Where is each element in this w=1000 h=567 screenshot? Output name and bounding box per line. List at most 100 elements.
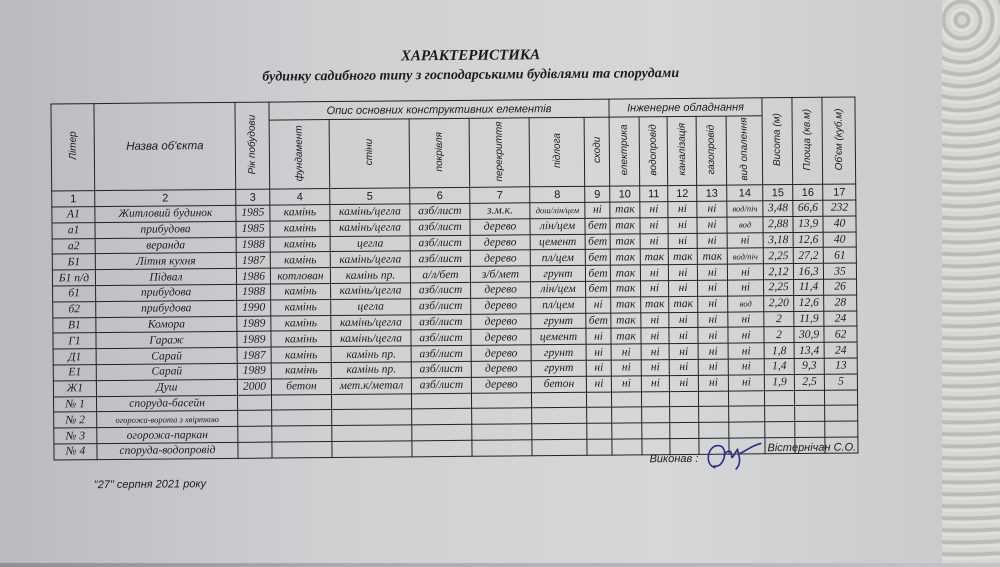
- cell-sewage: ні: [668, 311, 698, 328]
- cell-roof: азб/лист: [409, 203, 470, 220]
- cell-walls: цегла: [330, 235, 411, 252]
- cell-heating: ні: [727, 327, 765, 344]
- cell-floor: дош/лін/цем: [529, 202, 585, 219]
- header-liter: Літер: [50, 103, 95, 191]
- cell-year: 2000: [237, 378, 272, 395]
- header-height: Висота (м): [761, 97, 793, 185]
- cell-foundation: камінь: [270, 251, 331, 269]
- column-number: 17: [822, 183, 856, 201]
- cell-roof: азб/лист: [410, 234, 471, 252]
- cell-electricity: так: [610, 265, 641, 282]
- cell-ceiling: дерево: [470, 281, 531, 299]
- column-number: 9: [584, 186, 610, 203]
- cell-gas: ні: [696, 201, 727, 218]
- cell-heating: ні: [727, 311, 765, 328]
- cell-sewage: ні: [667, 217, 698, 234]
- cell-sewage: [669, 390, 699, 407]
- cell-volume: 24: [823, 310, 857, 327]
- cell-electricity: [611, 438, 643, 455]
- cell-heating: ні: [728, 374, 765, 391]
- header-ceiling: перекриття: [469, 117, 530, 188]
- cell-liter: а1: [51, 222, 96, 239]
- cell-name: веранда: [95, 236, 237, 254]
- header-roof: покрівля: [409, 118, 470, 188]
- cell-stairs: бет: [584, 217, 611, 234]
- cell-height: [764, 390, 795, 407]
- cell-volume: 40: [823, 215, 857, 232]
- cell-area: 13,4: [794, 342, 825, 359]
- cell-year: 1990: [236, 299, 271, 316]
- cell-roof: [411, 408, 472, 425]
- cell-gas: ні: [697, 295, 728, 312]
- header-engineering-group: Інженерне обладнання: [608, 97, 763, 118]
- cell-floor: [531, 423, 587, 440]
- cell-height: 2: [763, 311, 795, 328]
- cell-water: так: [640, 248, 669, 266]
- cell-roof: [411, 424, 472, 441]
- cell-height: 2,25: [763, 247, 794, 264]
- cell-electricity: ні: [611, 375, 642, 392]
- cell-name: Підвал: [95, 268, 237, 286]
- cell-name: Житловий будинок: [94, 205, 236, 223]
- column-number: 14: [726, 184, 763, 202]
- cell-roof: азб/лист: [411, 361, 472, 378]
- cell-walls: камінь/цегла: [330, 330, 412, 347]
- cell-stairs: [586, 423, 612, 440]
- cell-heating: [728, 390, 765, 407]
- cell-year: 1986: [236, 268, 271, 285]
- cell-walls: камінь/цегла: [330, 314, 411, 331]
- cell-volume: 26: [823, 278, 857, 296]
- cell-name: огорожа-ворота з хвірткою: [96, 410, 238, 428]
- cell-foundation: камінь: [270, 236, 331, 253]
- cell-name: Комора: [95, 315, 237, 333]
- cell-year: [237, 394, 272, 411]
- cell-height: 3,18: [763, 232, 794, 249]
- cell-foundation: [271, 425, 332, 443]
- cell-height: 3,48: [762, 200, 794, 217]
- cell-electricity: [611, 422, 642, 440]
- cell-name: споруда-водопровід: [96, 442, 239, 460]
- cell-stairs: бет: [585, 265, 611, 282]
- cell-roof: азб/лист: [410, 313, 471, 331]
- cell-ceiling: дерево: [471, 360, 532, 378]
- cell-gas: ні: [697, 311, 728, 328]
- cell-year: 1989: [236, 315, 271, 332]
- cell-electricity: [611, 391, 642, 408]
- cell-year: 1988: [236, 236, 271, 253]
- cell-liter: А1: [51, 206, 95, 223]
- cell-heating: вод/піч: [727, 248, 764, 265]
- cell-gas: так: [697, 248, 728, 265]
- cell-water: ні: [639, 201, 668, 218]
- signature: [707, 442, 762, 471]
- cell-year: 1987: [236, 252, 271, 269]
- cell-sewage: ні: [668, 327, 699, 344]
- cell-height: 2,88: [763, 216, 794, 233]
- cell-volume: 5: [824, 373, 858, 390]
- characteristics-table: Літер Назва об'єкта Рік побудови Опис ос…: [50, 96, 859, 460]
- cell-roof: [411, 440, 473, 457]
- cell-ceiling: [471, 392, 532, 409]
- cell-gas: ні: [696, 216, 728, 233]
- cell-height: 2: [764, 326, 795, 343]
- cell-roof: а/л/бет: [410, 266, 471, 283]
- cell-water: ні: [640, 233, 669, 250]
- cell-foundation: камінь: [269, 220, 331, 237]
- cell-stairs: ні: [586, 344, 612, 361]
- cell-foundation: камінь: [271, 346, 332, 364]
- header-walls: стіни: [329, 118, 410, 189]
- cell-electricity: так: [609, 201, 640, 218]
- cell-name: Душ: [96, 379, 238, 397]
- cell-walls: камінь/цегла: [330, 251, 411, 268]
- cell-liter: Б1: [52, 253, 96, 271]
- cell-electricity: так: [610, 312, 641, 329]
- cell-electricity: так: [610, 233, 641, 250]
- cell-water: ні: [640, 264, 669, 281]
- cell-area: [794, 405, 825, 422]
- cell-roof: азб/лист: [410, 250, 471, 268]
- cell-year: 1987: [237, 347, 272, 364]
- column-number: 7: [469, 186, 530, 204]
- cell-volume: 62: [823, 326, 858, 343]
- cell-heating: ні: [728, 342, 765, 360]
- cell-electricity: так: [610, 296, 641, 313]
- cell-sewage: ні: [669, 375, 699, 392]
